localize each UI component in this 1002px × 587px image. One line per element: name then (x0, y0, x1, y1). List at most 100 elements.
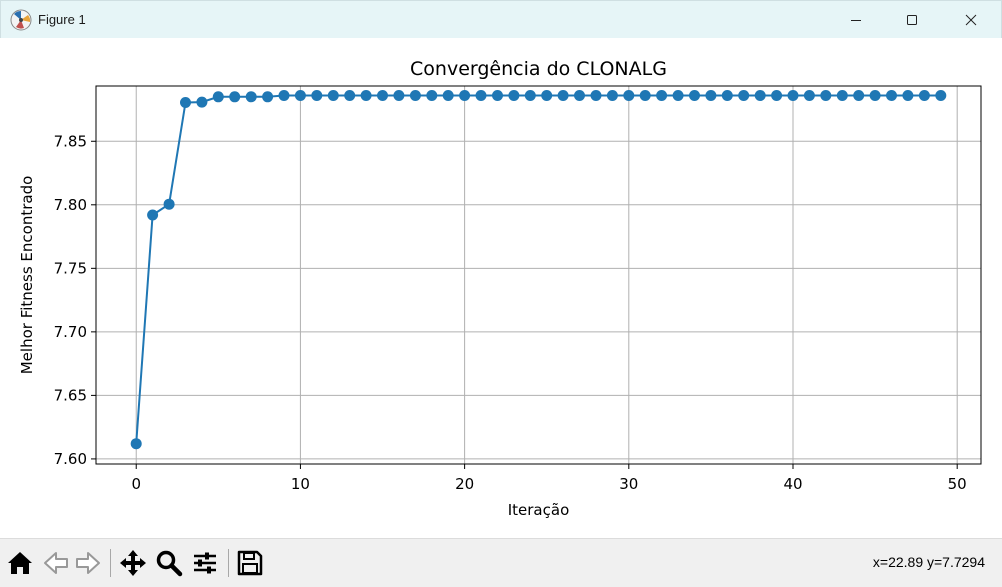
data-point (738, 90, 750, 101)
data-point (689, 90, 700, 101)
data-point (853, 90, 865, 101)
zoom-button[interactable] (154, 548, 184, 578)
toolbar-separator (110, 549, 111, 577)
cursor-coordinates: x=22.89 y=7.7294 (872, 554, 985, 570)
x-axis-label: Iteração (508, 501, 570, 519)
x-tick-label: 30 (619, 475, 638, 493)
close-icon (965, 14, 977, 26)
data-point (623, 90, 635, 101)
back-button[interactable] (41, 548, 71, 578)
data-point (344, 90, 356, 101)
data-point (524, 90, 536, 101)
axes-frame (95, 85, 982, 465)
data-point (918, 90, 930, 101)
matplotlib-app-icon (10, 9, 32, 31)
minimize-button[interactable] (833, 1, 879, 39)
magnifier-icon (156, 550, 183, 577)
y-tick-label: 7.85 (54, 132, 87, 150)
data-point (803, 90, 815, 101)
x-tick-label: 20 (455, 475, 474, 493)
configure-subplots-button[interactable] (190, 548, 220, 578)
floppy-disk-icon (237, 550, 263, 576)
data-point (212, 91, 224, 103)
data-point (459, 90, 471, 101)
data-point (935, 90, 947, 101)
x-tick-label: 0 (131, 475, 141, 493)
data-point (590, 90, 602, 101)
data-point (327, 90, 339, 101)
series-markers (130, 90, 947, 450)
data-point (278, 90, 290, 101)
figure-canvas[interactable]: 0 10 20 30 40 50 7.60 7.65 7.70 7.75 7.80 7.85 Con… (0, 38, 1002, 538)
y-tick-label: 7.80 (54, 196, 87, 214)
data-point (886, 90, 897, 101)
data-point (196, 96, 208, 108)
sliders-icon (194, 552, 216, 574)
data-point (475, 90, 487, 101)
data-point (820, 90, 832, 101)
forward-arrow-icon (76, 552, 100, 574)
maximize-button[interactable] (889, 1, 935, 39)
data-point (656, 90, 668, 101)
data-point (574, 90, 585, 101)
data-point (787, 90, 799, 101)
home-button[interactable] (5, 548, 35, 578)
grid-lines (96, 86, 981, 464)
data-point (771, 90, 783, 101)
data-point (721, 90, 733, 101)
data-point (360, 90, 372, 101)
data-point (311, 90, 323, 101)
y-tick-label: 7.70 (54, 323, 87, 341)
data-point (294, 90, 306, 101)
x-tick-label: 40 (783, 475, 802, 493)
data-point (409, 90, 421, 101)
data-point (836, 90, 848, 101)
data-point (377, 90, 388, 101)
x-tick-label: 10 (291, 475, 310, 493)
line-chart: 0 10 20 30 40 50 7.60 7.65 7.70 7.75 7.80 7.85 Con… (18, 58, 982, 519)
x-axis-ticks: 0 10 20 30 40 50 (131, 464, 967, 493)
navigation-toolbar: x=22.89 y=7.7294 (0, 538, 1002, 587)
home-icon (8, 552, 32, 574)
data-point (442, 90, 454, 101)
data-point (557, 90, 569, 101)
chart-title: Convergência do CLONALG (410, 58, 667, 80)
data-point (426, 90, 438, 101)
y-tick-label: 7.65 (54, 386, 87, 404)
back-arrow-icon (44, 552, 68, 574)
data-point (393, 90, 405, 101)
y-axis-ticks: 7.60 7.65 7.70 7.75 7.80 7.85 (54, 132, 96, 468)
data-point (705, 90, 717, 101)
y-axis-label: Melhor Fitness Encontrado (18, 176, 36, 375)
data-point (163, 198, 175, 210)
forward-button[interactable] (73, 548, 103, 578)
x-tick-label: 50 (948, 475, 967, 493)
data-point (606, 90, 618, 101)
data-point (130, 438, 142, 450)
data-point (541, 90, 553, 101)
data-point (754, 90, 766, 101)
data-point (262, 91, 274, 103)
data-point (869, 90, 881, 101)
minimize-icon (851, 20, 861, 21)
data-point (639, 90, 651, 101)
data-point (902, 90, 914, 101)
window-titlebar: Figure 1 (0, 0, 1002, 38)
data-point (245, 91, 257, 103)
y-tick-label: 7.60 (54, 450, 87, 468)
pan-button[interactable] (118, 548, 148, 578)
data-point (492, 90, 503, 101)
move-icon (120, 550, 146, 576)
data-point (147, 209, 159, 221)
save-button[interactable] (235, 548, 265, 578)
series-line (135, 94, 941, 444)
data-point (229, 91, 241, 103)
toolbar-separator (228, 549, 229, 577)
window-title: Figure 1 (38, 12, 86, 27)
y-tick-label: 7.75 (54, 259, 87, 277)
data-point (508, 90, 520, 101)
close-button[interactable] (948, 1, 994, 39)
data-point (180, 97, 191, 108)
maximize-icon (907, 15, 917, 25)
data-point (672, 90, 684, 101)
